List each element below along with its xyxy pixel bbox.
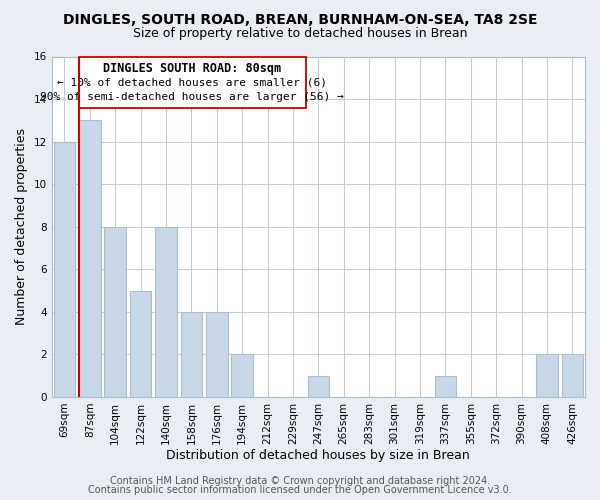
Bar	[434, 376, 456, 397]
Bar	[562, 354, 583, 397]
Text: DINGLES, SOUTH ROAD, BREAN, BURNHAM-ON-SEA, TA8 2SE: DINGLES, SOUTH ROAD, BREAN, BURNHAM-ON-S…	[63, 12, 537, 26]
FancyBboxPatch shape	[79, 56, 305, 108]
X-axis label: Distribution of detached houses by size in Brean: Distribution of detached houses by size …	[166, 450, 470, 462]
Text: DINGLES SOUTH ROAD: 80sqm: DINGLES SOUTH ROAD: 80sqm	[103, 62, 281, 76]
Bar	[181, 312, 202, 397]
Text: 90% of semi-detached houses are larger (56) →: 90% of semi-detached houses are larger (…	[40, 92, 344, 102]
Bar	[232, 354, 253, 397]
Bar	[308, 376, 329, 397]
Y-axis label: Number of detached properties: Number of detached properties	[15, 128, 28, 325]
Bar	[104, 226, 126, 397]
Bar	[155, 226, 177, 397]
Bar	[53, 142, 75, 397]
Bar	[130, 290, 151, 397]
Text: Size of property relative to detached houses in Brean: Size of property relative to detached ho…	[133, 28, 467, 40]
Text: ← 10% of detached houses are smaller (6): ← 10% of detached houses are smaller (6)	[58, 78, 328, 88]
Text: Contains public sector information licensed under the Open Government Licence v3: Contains public sector information licen…	[88, 485, 512, 495]
Bar	[536, 354, 557, 397]
Bar	[79, 120, 101, 397]
Text: Contains HM Land Registry data © Crown copyright and database right 2024.: Contains HM Land Registry data © Crown c…	[110, 476, 490, 486]
Bar	[206, 312, 227, 397]
